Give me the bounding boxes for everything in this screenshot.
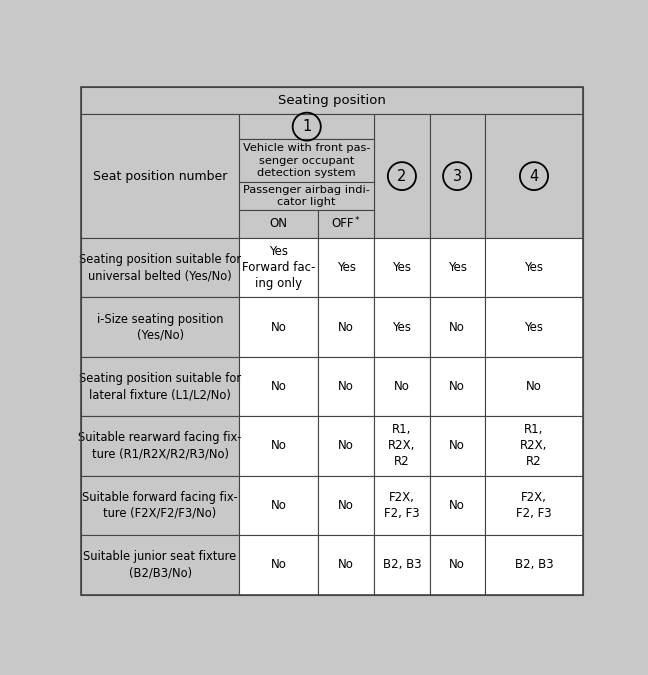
Bar <box>239 416 318 476</box>
Bar <box>430 476 485 535</box>
Bar <box>81 535 239 595</box>
Text: No: No <box>271 558 286 571</box>
Bar <box>485 298 583 357</box>
Bar <box>239 114 375 139</box>
Text: Seat position number: Seat position number <box>93 169 227 183</box>
Bar <box>430 357 485 416</box>
Text: Suitable junior seat fixture
(B2/B3/No): Suitable junior seat fixture (B2/B3/No) <box>84 550 237 579</box>
Bar <box>318 416 375 476</box>
Bar <box>239 209 318 238</box>
Text: No: No <box>394 380 410 393</box>
Text: B2, B3: B2, B3 <box>515 558 553 571</box>
Text: 3: 3 <box>452 169 462 184</box>
Text: OFF: OFF <box>331 217 353 230</box>
Bar <box>81 87 583 114</box>
Bar <box>430 416 485 476</box>
Text: No: No <box>338 439 354 452</box>
Text: Yes: Yes <box>393 321 411 333</box>
Text: Yes: Yes <box>524 261 544 274</box>
Bar <box>375 476 430 535</box>
Text: *: * <box>355 215 360 225</box>
Bar <box>318 357 375 416</box>
Text: 2: 2 <box>397 169 406 184</box>
Text: Suitable forward facing fix-
ture (F2X/F2/F3/No): Suitable forward facing fix- ture (F2X/F… <box>82 491 238 520</box>
Bar <box>375 416 430 476</box>
Text: Yes: Yes <box>448 261 467 274</box>
Bar <box>239 535 318 595</box>
Text: Vehicle with front pas-
senger occupant
detection system: Vehicle with front pas- senger occupant … <box>243 143 371 178</box>
Bar <box>239 357 318 416</box>
Bar <box>239 238 318 298</box>
Bar <box>81 416 239 476</box>
Text: Yes: Yes <box>393 261 411 274</box>
Text: Passenger airbag indi-
cator light: Passenger airbag indi- cator light <box>243 185 370 207</box>
Bar <box>375 298 430 357</box>
Bar <box>485 238 583 298</box>
Text: Yes
Forward fac-
ing only: Yes Forward fac- ing only <box>242 245 316 290</box>
Text: No: No <box>271 439 286 452</box>
Bar <box>430 114 485 238</box>
Text: Seating position: Seating position <box>278 95 386 107</box>
Text: Yes: Yes <box>337 261 356 274</box>
Bar <box>430 535 485 595</box>
Text: 4: 4 <box>529 169 538 184</box>
Text: No: No <box>338 380 354 393</box>
Bar <box>318 476 375 535</box>
Bar <box>318 298 375 357</box>
Text: No: No <box>271 499 286 512</box>
Text: F2X,
F2, F3: F2X, F2, F3 <box>384 491 420 520</box>
Text: Yes: Yes <box>524 321 544 333</box>
Bar <box>485 476 583 535</box>
Bar <box>318 238 375 298</box>
Text: No: No <box>271 321 286 333</box>
Bar <box>81 298 239 357</box>
Bar <box>239 182 375 209</box>
Text: Suitable rearward facing fix-
ture (R1/R2X/R2/R3/No): Suitable rearward facing fix- ture (R1/R… <box>78 431 242 460</box>
Text: No: No <box>271 380 286 393</box>
Bar <box>485 535 583 595</box>
Bar <box>430 238 485 298</box>
Bar <box>318 535 375 595</box>
Bar <box>81 114 239 238</box>
Text: No: No <box>338 558 354 571</box>
Text: R1,
R2X,
R2: R1, R2X, R2 <box>388 423 415 468</box>
Bar <box>375 114 430 238</box>
Text: No: No <box>338 321 354 333</box>
Text: i-Size seating position
(Yes/No): i-Size seating position (Yes/No) <box>97 313 224 342</box>
Bar <box>485 357 583 416</box>
Bar <box>81 357 239 416</box>
Text: No: No <box>449 321 465 333</box>
Text: No: No <box>449 380 465 393</box>
Bar <box>375 238 430 298</box>
Bar <box>81 476 239 535</box>
Text: F2X,
F2, F3: F2X, F2, F3 <box>516 491 552 520</box>
Text: 1: 1 <box>302 119 311 134</box>
Text: No: No <box>338 499 354 512</box>
Bar <box>81 238 239 298</box>
Text: R1,
R2X,
R2: R1, R2X, R2 <box>520 423 548 468</box>
Bar <box>239 139 375 182</box>
Text: Seating position suitable for
universal belted (Yes/No): Seating position suitable for universal … <box>79 253 241 282</box>
Text: B2, B3: B2, B3 <box>382 558 421 571</box>
Bar <box>485 114 583 238</box>
Bar <box>239 298 318 357</box>
Bar <box>375 357 430 416</box>
Text: No: No <box>449 499 465 512</box>
Text: No: No <box>449 439 465 452</box>
Bar <box>430 298 485 357</box>
Bar <box>239 476 318 535</box>
Bar <box>485 416 583 476</box>
Text: Seating position suitable for
lateral fixture (L1/L2/No): Seating position suitable for lateral fi… <box>79 372 241 401</box>
Text: No: No <box>449 558 465 571</box>
Text: ON: ON <box>270 217 288 230</box>
Bar <box>375 535 430 595</box>
Bar <box>318 209 375 238</box>
Text: No: No <box>526 380 542 393</box>
